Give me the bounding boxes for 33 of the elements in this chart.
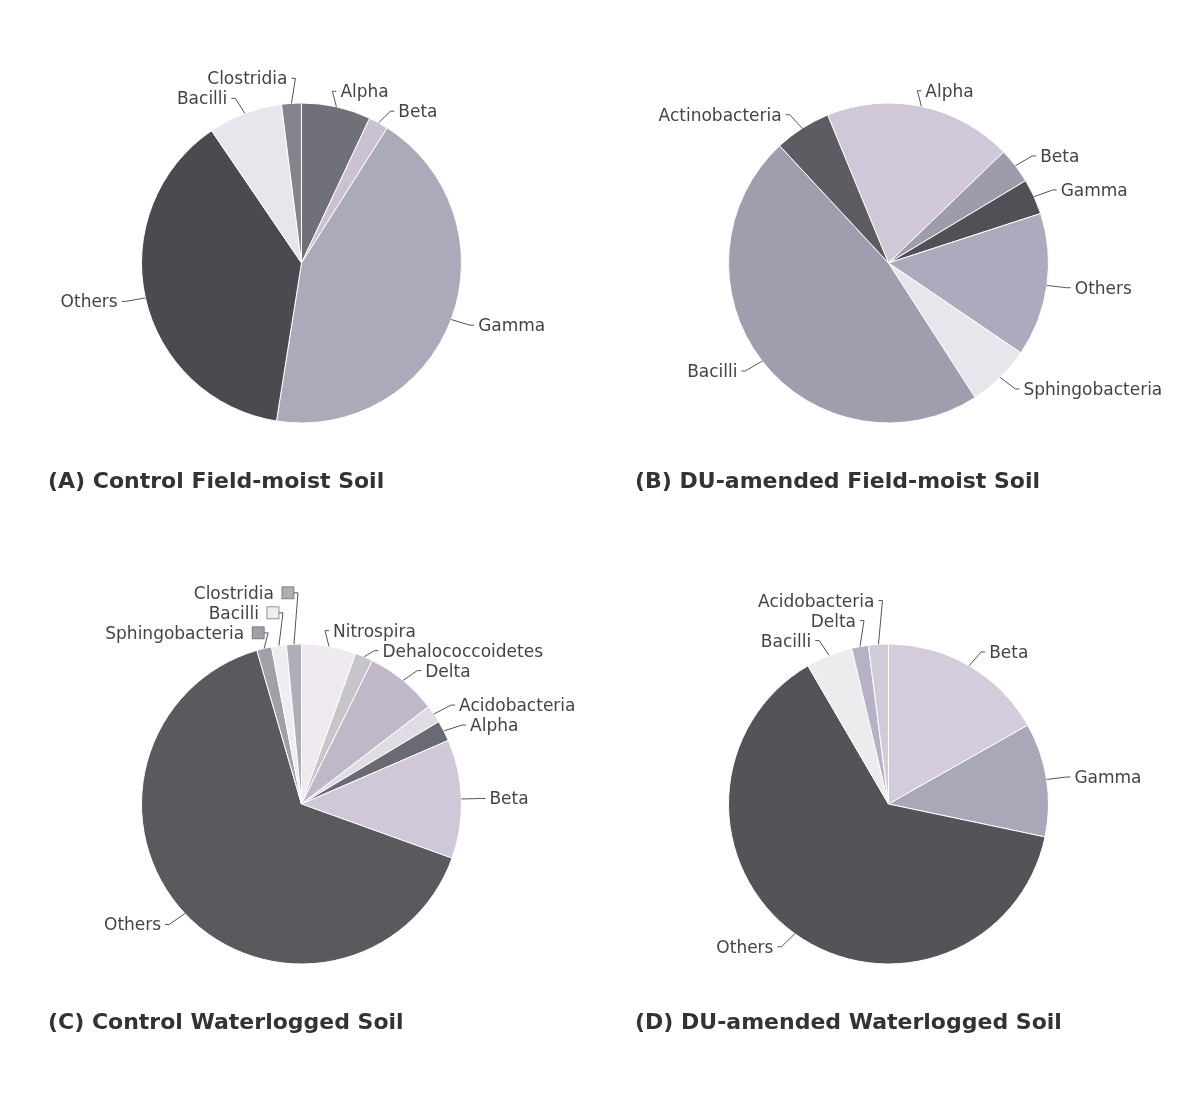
- slice-label: Alpha: [925, 80, 974, 101]
- slice-label: Nitrospira: [333, 620, 416, 641]
- slice-label: Gamma: [478, 315, 546, 336]
- slice-label: Beta: [1040, 145, 1080, 166]
- slice-label: Acidobacteria: [459, 695, 576, 716]
- slice-label: Clostridia: [207, 68, 288, 89]
- slice-label: Gamma: [1074, 766, 1142, 787]
- slice-label: Gamma: [1060, 179, 1128, 200]
- slice-label: Delta: [425, 660, 471, 681]
- slice-label: Alpha: [470, 715, 519, 736]
- text: (A) Control Field-moist Soil: [48, 468, 385, 493]
- slice-label: Beta: [989, 641, 1029, 662]
- slice-label: Bacilli: [760, 630, 812, 651]
- slice-label: Beta: [489, 788, 529, 809]
- text: (B) DU-amended Field-moist Soil: [635, 468, 1041, 493]
- slice-label: Beta: [398, 101, 438, 122]
- slice-label: Dehalococcoidetes: [382, 640, 544, 661]
- slice-label: Others: [716, 936, 774, 957]
- slice-label: Bacilli: [687, 360, 738, 381]
- slice-label: Others: [1074, 277, 1133, 298]
- slice-label: Delta: [810, 610, 856, 631]
- text: (D) DU-amended Waterlogged Soil: [635, 1009, 1062, 1034]
- slice-label: Bacilli: [176, 88, 228, 109]
- legend-label: Sphingobacteria: [105, 622, 245, 643]
- legend-label: Clostridia: [193, 582, 274, 603]
- slice-label: Actinobacteria: [658, 104, 782, 125]
- slice-label: Others: [60, 291, 118, 312]
- legend-label: Bacilli: [208, 602, 259, 623]
- text: (C) Control Waterlogged Soil: [48, 1009, 404, 1034]
- slice-label: Others: [104, 914, 162, 935]
- slice-label: Sphingobacteria: [1023, 378, 1163, 399]
- slice-label: Acidobacteria: [758, 590, 875, 611]
- slice-label: Alpha: [340, 81, 389, 102]
